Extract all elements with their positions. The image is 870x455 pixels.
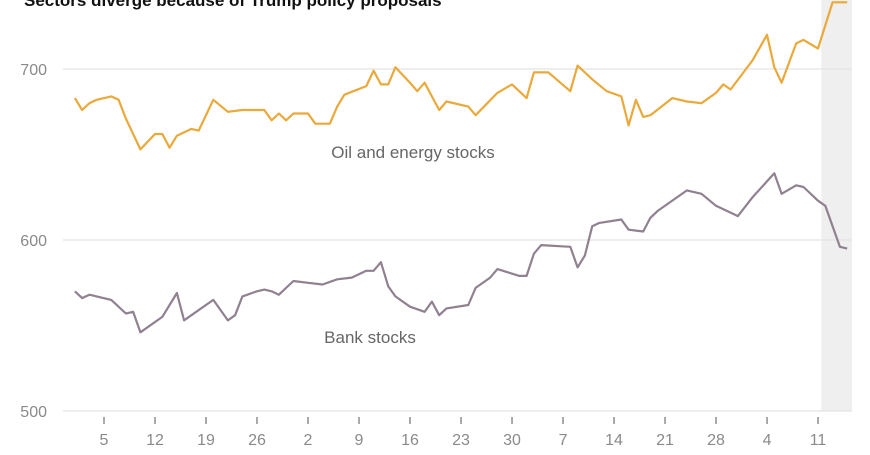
x-tick-label: 21 [656, 432, 674, 449]
series-label-bank: Bank stocks [324, 328, 416, 347]
bank-stocks-line [74, 172, 848, 334]
x-tick-label: 4 [763, 432, 772, 449]
x-tick-label: 5 [100, 432, 109, 449]
oil-energy-line [73, 1, 848, 151]
x-tick-label: 19 [197, 432, 215, 449]
x-tick-label: 11 [810, 432, 827, 449]
series-label-oil: Oil and energy stocks [331, 143, 494, 162]
x-tick-label: 9 [355, 432, 364, 449]
x-tick-label: 14 [605, 432, 623, 449]
x-tick-label: 30 [503, 432, 521, 449]
x-tick-label: 12 [146, 432, 164, 449]
y-tick-label: 700 [20, 62, 47, 79]
chart-title: Sectors diverge because of Trump policy … [24, 0, 442, 10]
x-tick-label: 28 [707, 432, 725, 449]
y-tick-label: 600 [20, 233, 47, 250]
y-tick-label: 500 [20, 404, 47, 421]
x-tick-label: 16 [401, 432, 419, 449]
x-tick-label: 23 [452, 432, 470, 449]
x-tick-label: 2 [304, 432, 313, 449]
x-tick-label: 26 [248, 432, 266, 449]
x-tick-label: 7 [559, 432, 568, 449]
